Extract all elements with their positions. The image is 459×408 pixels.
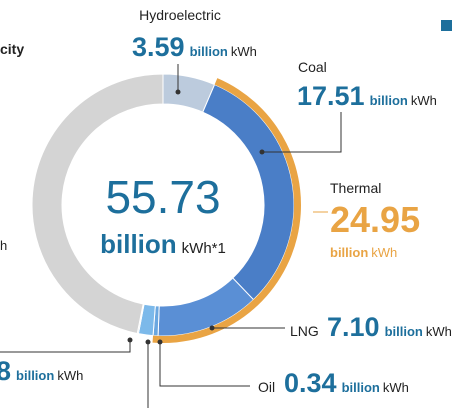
partial-title: city: [0, 41, 24, 57]
leader-line: [0, 340, 131, 353]
unit-bold: billion: [370, 93, 408, 108]
category-label: Oil: [258, 379, 275, 395]
value-label: 3.59 billion kWh: [132, 32, 257, 62]
leader-dot: [127, 337, 133, 343]
category-label: Coal: [298, 59, 327, 75]
group-label: Thermal: [330, 180, 381, 196]
unit: kWh: [371, 245, 397, 260]
leader-dot: [145, 339, 151, 345]
donut-segment: [31, 73, 164, 335]
leader-dot: [175, 89, 181, 95]
unit-bold: billion: [342, 380, 380, 395]
leader-line: [262, 112, 342, 153]
group-value: 24.95: [330, 199, 420, 240]
value-label: 17.51 billion kWh: [297, 81, 437, 111]
value-label: 0.34 billion kWh: [284, 368, 409, 398]
leader-dot: [157, 339, 163, 345]
center-unit: billion kWh*1: [100, 229, 226, 259]
center-unit-bold: billion: [100, 229, 177, 259]
donut-segment: [157, 277, 255, 337]
value-number: 3.59: [132, 32, 185, 62]
leader-dot: [259, 149, 265, 155]
legend-marker: [441, 20, 452, 31]
leader-line: [159, 342, 250, 387]
unit: kWh: [411, 93, 437, 108]
unit: kWh: [57, 368, 83, 383]
unit-bold: billion: [385, 324, 423, 339]
unit-bold: billion: [190, 44, 228, 59]
unit: kWh: [383, 380, 409, 395]
partial-text: h: [0, 238, 7, 253]
unit: kWh: [231, 44, 257, 59]
leader-dot: [209, 325, 215, 331]
category-label: Hydroelectric: [139, 7, 221, 23]
value-number: 17.51: [297, 81, 365, 111]
center-unit-rest: kWh*1: [182, 240, 226, 257]
unit-bold: billion: [16, 368, 54, 383]
unit-bold: billion: [330, 245, 368, 260]
center-value: 55.73: [105, 171, 220, 223]
value-number: 7.10: [327, 312, 380, 342]
value-number: 8: [0, 356, 11, 386]
unit: kWh: [426, 324, 452, 339]
value-label: 8 billion kWh: [0, 356, 83, 386]
category-label: LNG: [290, 323, 319, 339]
value-label: 7.10 billion kWh: [327, 312, 452, 342]
value-number: 0.34: [284, 368, 337, 398]
group-unit: billion kWh: [330, 245, 397, 260]
